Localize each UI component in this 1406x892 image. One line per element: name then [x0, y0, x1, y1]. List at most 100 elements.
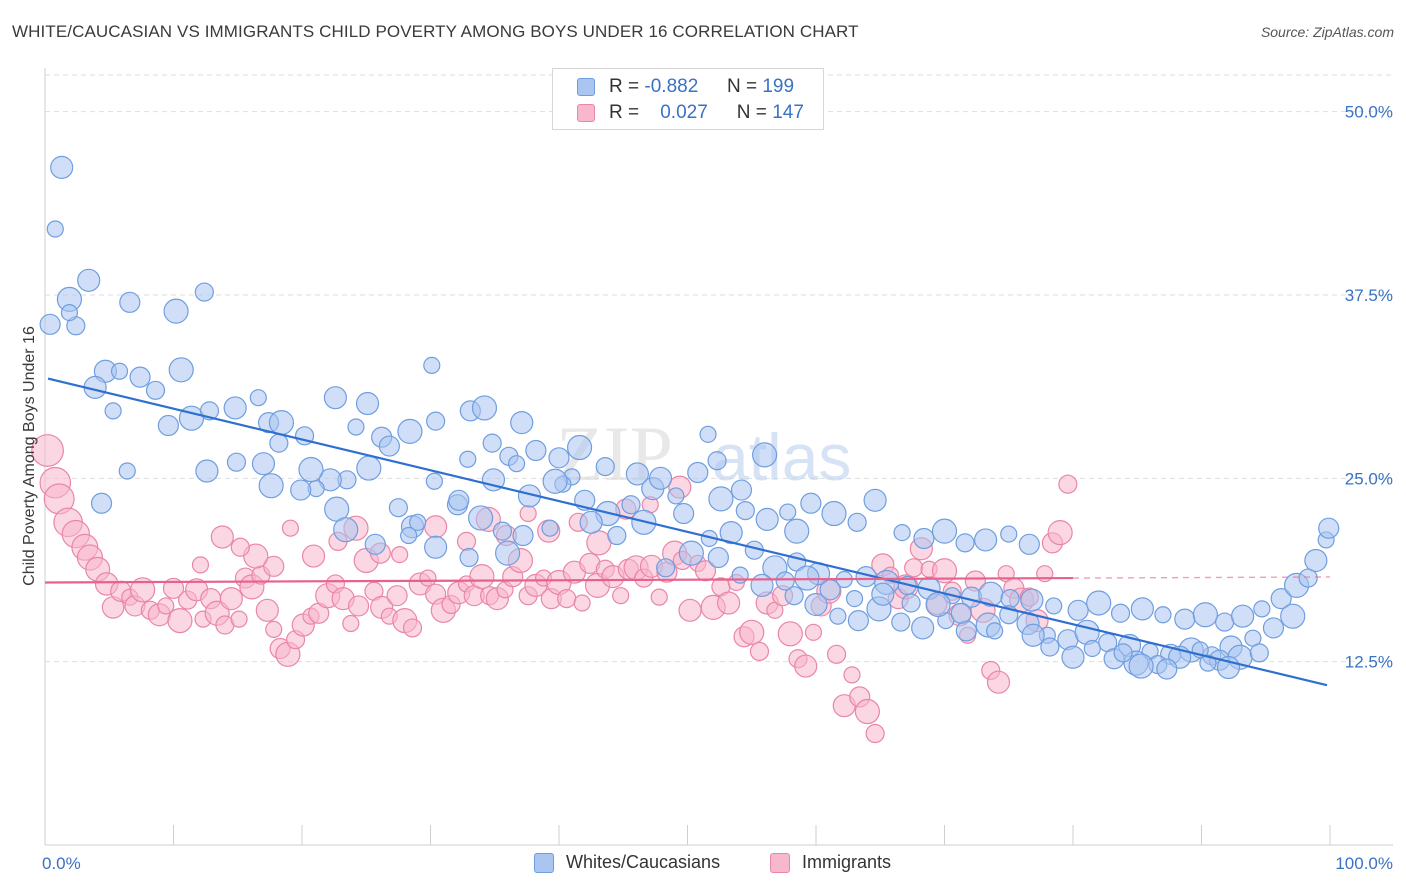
immigrants-trend-line [44, 576, 1074, 584]
whites-point [163, 298, 189, 324]
legend-row-immigrants: R = 0.027 N = 147 [577, 101, 804, 125]
whites-point [423, 356, 441, 374]
immigrants-point [557, 588, 577, 609]
y-axis-label: Child Poverty Among Boys Under 16 [21, 326, 38, 586]
whites-point [50, 155, 74, 179]
whites-point [804, 592, 828, 617]
whites-point [775, 571, 795, 591]
whites-point [779, 503, 797, 521]
whites-point [913, 527, 935, 550]
whites-point [707, 546, 729, 569]
whites-point [931, 518, 958, 544]
whites-point [194, 282, 214, 302]
whites-point [223, 396, 247, 420]
whites-point [118, 462, 136, 480]
immigrants-point [255, 598, 279, 622]
whites-point [687, 461, 709, 484]
whites-point [708, 486, 734, 512]
immigrants-point [31, 434, 64, 467]
chart-title: WHITE/CAUCASIAN VS IMMIGRANTS CHILD POVE… [12, 22, 859, 41]
whites-point [1018, 533, 1040, 555]
chart-source: Source: ZipAtlas.com [1260, 24, 1394, 40]
whites-point [1280, 603, 1306, 629]
immigrants-point [986, 670, 1011, 694]
whites-point [707, 451, 727, 471]
immigrants-point [342, 614, 360, 633]
whites-trend-line [47, 377, 1328, 687]
whites-point [388, 498, 408, 518]
whites-point [471, 395, 498, 421]
whites-point [157, 414, 179, 437]
immigrants-point [456, 531, 477, 552]
whites-point [673, 502, 695, 525]
immigrants-point [230, 537, 250, 557]
whites-point [1262, 617, 1285, 639]
legend-n-value: 199 [762, 76, 795, 97]
whites-point [731, 566, 749, 584]
immigrants-point [854, 698, 881, 725]
legend-swatch-whites [577, 78, 595, 96]
immigrants-point [1058, 474, 1078, 494]
y-tick-label: 37.5% [1345, 286, 1393, 305]
immigrants-point [402, 618, 423, 638]
whites-point [625, 462, 649, 486]
whites-point [751, 442, 778, 468]
whites-point [566, 434, 593, 461]
svg-text:atlas: atlas [712, 420, 851, 494]
whites-point [39, 313, 61, 335]
legend-row-whites: R = -0.882 N = 199 [577, 75, 794, 99]
bottom-legend-label-whites: Whites/Caucasians [566, 852, 721, 872]
whites-point [1174, 608, 1196, 630]
whites-point [541, 519, 559, 537]
immigrants-point [865, 723, 885, 744]
whites-point [1253, 600, 1271, 618]
whites-point [249, 389, 267, 407]
whites-point [821, 500, 847, 527]
immigrants-point [804, 623, 823, 641]
legend-n-label: N = [726, 76, 758, 97]
whites-point [424, 535, 448, 559]
immigrants-point [678, 598, 702, 622]
whites-points [39, 155, 1340, 680]
whites-point [459, 547, 479, 568]
whites-point [1215, 612, 1235, 632]
whites-point [1156, 658, 1178, 680]
immigrants-point [749, 641, 770, 662]
whites-point [863, 488, 887, 512]
whites-point [607, 525, 627, 546]
immigrants-point [210, 525, 234, 549]
whites-point [60, 304, 79, 322]
whites-point [468, 505, 494, 531]
whites-point [794, 565, 820, 591]
immigrants-point [717, 591, 741, 615]
whites-point [1154, 606, 1172, 624]
whites-point [667, 487, 685, 505]
immigrants-point [419, 569, 437, 587]
whites-point [735, 501, 755, 521]
whites-point [548, 447, 570, 469]
whites-point [699, 425, 717, 443]
whites-point [1192, 602, 1218, 628]
immigrants-point [230, 610, 248, 628]
whites-point [595, 457, 615, 477]
whites-point [925, 591, 951, 618]
immigrants-point [167, 607, 193, 634]
bottom-legend-whites: Whites/Caucasians [534, 852, 720, 873]
whites-point [542, 468, 568, 494]
whites-point [750, 573, 774, 598]
whites-point [648, 466, 673, 490]
whites-point [1067, 599, 1089, 621]
whites-point [269, 433, 289, 453]
whites-point [251, 452, 276, 476]
immigrants-point [843, 666, 861, 684]
immigrants-point [265, 620, 283, 639]
whites-point [356, 455, 382, 481]
whites-point [119, 291, 141, 313]
whites-point [1000, 525, 1018, 543]
legend-r-value: -0.882 [644, 76, 699, 97]
whites-point [129, 366, 151, 388]
whites-point [495, 540, 521, 566]
whites-point [1083, 639, 1101, 658]
whites-point [1086, 590, 1112, 616]
